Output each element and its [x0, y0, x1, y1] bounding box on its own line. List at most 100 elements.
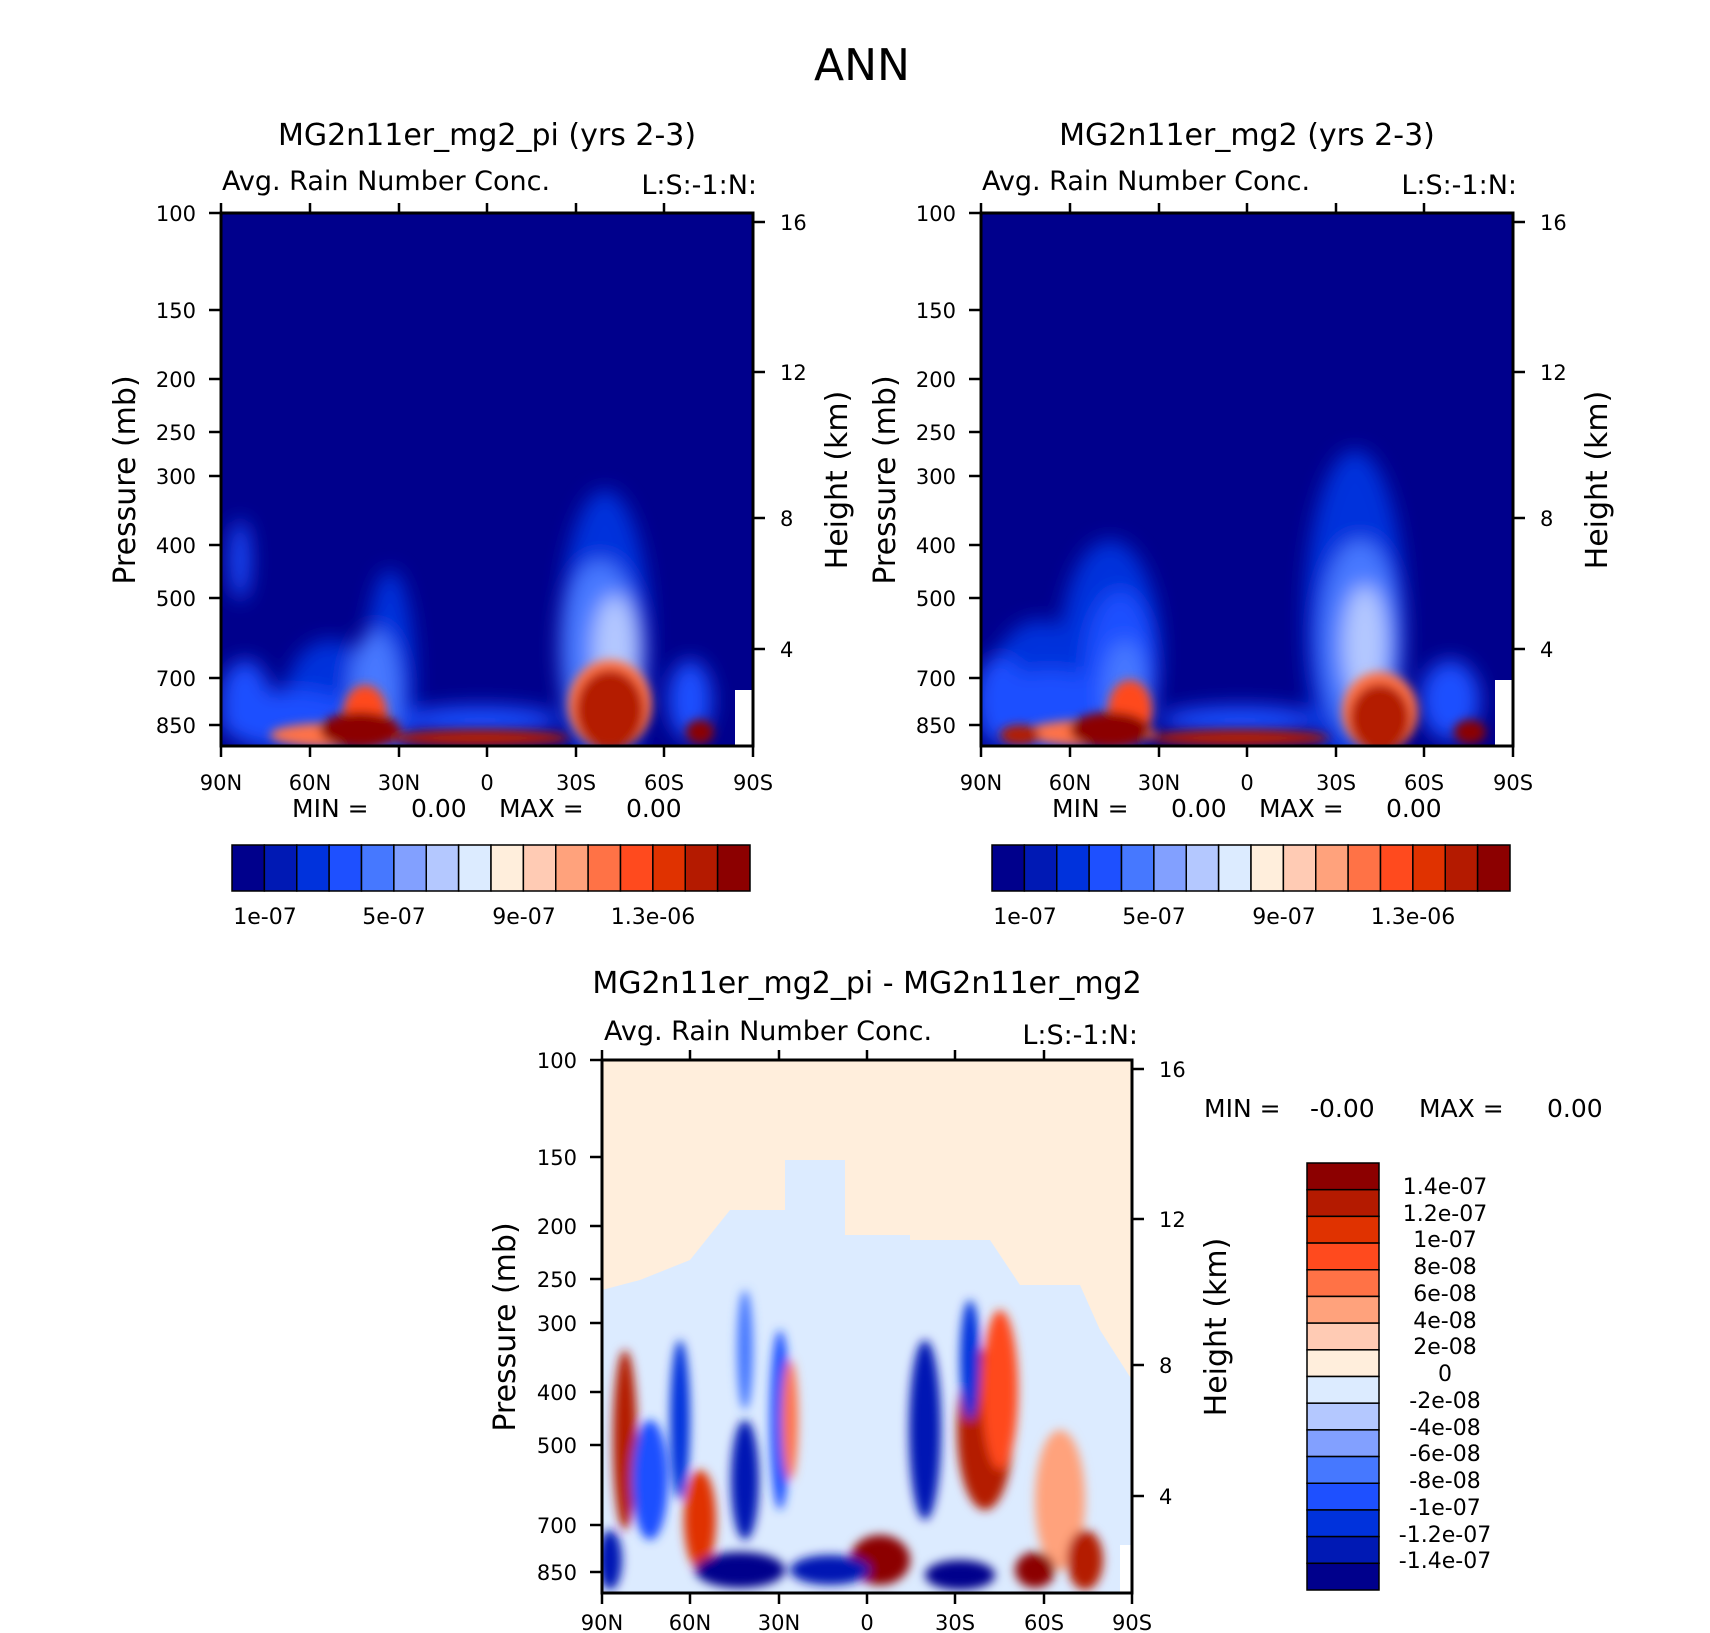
panel-right-colorbar: [991, 844, 1511, 892]
colorbar-swatch: [1379, 844, 1414, 892]
colorbar-swatch: [1306, 1322, 1380, 1351]
colorbar-label: -2e-08: [1409, 1389, 1480, 1414]
height-tick-label: 12: [780, 361, 807, 385]
y-tick-label: 700: [537, 1514, 577, 1538]
panel-diff-right-tick-labels: 16 12 8 4: [1159, 1058, 1186, 1509]
panel-left-colorbar-labels: 1e-07 5e-07 9e-07 1.3e-06: [233, 905, 695, 930]
colorbar-swatch: [1444, 844, 1479, 892]
height-tick-label: 4: [1159, 1485, 1172, 1509]
colorbar-label: -1.4e-07: [1399, 1549, 1491, 1574]
min-value: 0.00: [1171, 794, 1227, 823]
x-tick-label: 30N: [1138, 771, 1180, 795]
panel-right-ylabel-right: Height (km): [1580, 391, 1615, 570]
panel-left-ylabel: Pressure (mb): [108, 375, 143, 584]
colorbar-swatch: [1306, 1455, 1380, 1484]
panel-diff-x-tick-labels: 90N 60N 30N 0 30S 60S 90S: [581, 1611, 1152, 1633]
x-tick-label: 30N: [758, 1611, 800, 1633]
colorbar-label: -4e-08: [1409, 1416, 1480, 1441]
x-tick-label: 90N: [200, 771, 242, 795]
height-tick-label: 12: [1540, 361, 1567, 385]
panel-right: MG2n11er_mg2 (yrs 2-3) Avg. Rain Number …: [868, 118, 1615, 930]
y-tick-label: 300: [537, 1312, 577, 1336]
colorbar-swatch: [1088, 844, 1123, 892]
height-tick-label: 4: [780, 638, 793, 662]
x-tick-label: 30S: [1316, 771, 1356, 795]
colorbar-swatch: [1306, 1242, 1380, 1271]
x-tick-label: 90N: [960, 771, 1002, 795]
max-label: MAX =: [1259, 794, 1344, 823]
colorbar-label: 5e-07: [1122, 905, 1185, 930]
colorbar-label: 9e-07: [492, 905, 555, 930]
colorbar-label: -1.2e-07: [1399, 1523, 1491, 1548]
colorbar-swatch: [490, 844, 525, 892]
colorbar-swatch: [1476, 844, 1511, 892]
x-tick-label: 60S: [644, 771, 684, 795]
colorbar-swatch: [328, 844, 363, 892]
y-tick-label: 500: [537, 1434, 577, 1458]
max-value: 0.00: [1386, 794, 1442, 823]
panel-right-missing-data: [1495, 680, 1513, 746]
colorbar-swatch: [1306, 1562, 1380, 1591]
colorbar-label: 8e-08: [1413, 1255, 1476, 1280]
colorbar-swatch: [1185, 844, 1220, 892]
colorbar-swatch: [1056, 844, 1090, 892]
colorbar-swatch: [393, 844, 427, 892]
x-tick-label: 90N: [581, 1611, 623, 1633]
colorbar-label: 1.3e-06: [1371, 905, 1455, 930]
panel-right-units: L:S:-1:N:: [1401, 170, 1517, 201]
y-tick-label: 700: [156, 667, 196, 691]
max-label: MAX =: [499, 794, 584, 823]
colorbar-swatch: [1217, 844, 1252, 892]
panel-diff-missing-data: [1120, 1545, 1132, 1593]
colorbar-swatch: [991, 844, 1026, 892]
panel-right-y-tick-labels: 100 150 200 250 300 400 500 700 850: [916, 202, 956, 738]
colorbar-swatch: [457, 844, 492, 892]
colorbar-swatch: [1412, 844, 1446, 892]
colorbar-label: -8e-08: [1409, 1469, 1480, 1494]
panel-left-subtitle: Avg. Rain Number Conc.: [222, 166, 550, 197]
panel-right-ylabel: Pressure (mb): [868, 375, 903, 584]
colorbar-label: 5e-07: [362, 905, 425, 930]
height-tick-label: 12: [1159, 1208, 1186, 1232]
colorbar-swatch: [1153, 844, 1187, 892]
colorbar-swatch: [1306, 1188, 1380, 1218]
panel-left-units: L:S:-1:N:: [641, 170, 757, 201]
min-value: 0.00: [411, 794, 467, 823]
panel-left-x-tick-labels: 90N 60N 30N 0 30S 60S 90S: [200, 771, 773, 795]
y-tick-label: 700: [916, 667, 956, 691]
y-tick-label: 400: [916, 534, 956, 558]
y-tick-label: 200: [537, 1215, 577, 1239]
colorbar-swatch: [587, 844, 622, 892]
panel-diff-ylabel-right: Height (km): [1199, 1238, 1234, 1417]
colorbar-swatch: [1306, 1402, 1380, 1431]
height-tick-label: 16: [1540, 211, 1567, 235]
x-tick-label: 90S: [1493, 771, 1533, 795]
colorbar-swatch: [1306, 1295, 1380, 1324]
x-tick-label: 30S: [935, 1611, 975, 1633]
max-value: 0.00: [1547, 1094, 1603, 1123]
y-tick-label: 400: [156, 534, 196, 558]
colorbar-label: -1e-07: [1409, 1496, 1480, 1521]
panel-left-right-tick-labels: 16 12 8 4: [780, 211, 807, 662]
panel-diff-units: L:S:-1:N:: [1022, 1020, 1138, 1051]
panel-diff-ylabel: Pressure (mb): [488, 1222, 523, 1431]
panel-diff-colorbar-labels: 1.4e-07 1.2e-07 1e-07 8e-08 6e-08 4e-08 …: [1399, 1175, 1491, 1574]
colorbar-label: 1e-07: [993, 905, 1056, 930]
height-tick-label: 16: [780, 211, 807, 235]
panel-left: MG2n11er_mg2_pi (yrs 2-3) Avg. Rain Numb…: [108, 118, 855, 930]
colorbar-swatch: [1282, 844, 1317, 892]
panel-diff-title: MG2n11er_mg2_pi - MG2n11er_mg2: [592, 966, 1141, 1001]
panel-left-y-tick-labels: 100 150 200 250 300 400 500 700 850: [156, 202, 196, 738]
colorbar-label: 9e-07: [1252, 905, 1315, 930]
colorbar-swatch: [1306, 1349, 1380, 1378]
panel-diff-colorbar: [1306, 1162, 1380, 1591]
y-tick-label: 400: [537, 1381, 577, 1405]
panel-left-title: MG2n11er_mg2_pi (yrs 2-3): [278, 118, 696, 153]
panel-right-minmax: MIN = 0.00 MAX = 0.00: [1052, 794, 1442, 823]
y-tick-label: 500: [916, 587, 956, 611]
colorbar-swatch: [1306, 1509, 1380, 1538]
x-tick-label: 0: [480, 771, 493, 795]
max-label: MAX =: [1419, 1094, 1504, 1123]
colorbar-swatch: [231, 844, 266, 892]
y-tick-label: 100: [156, 202, 196, 226]
